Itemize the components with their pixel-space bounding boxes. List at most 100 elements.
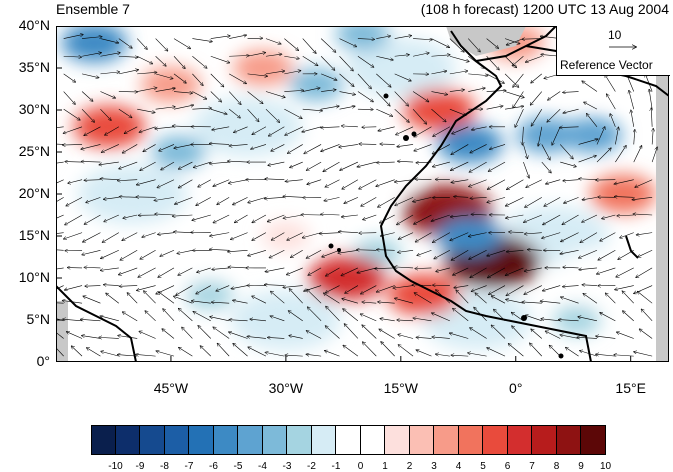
wind-vector bbox=[178, 308, 192, 320]
wind-vector bbox=[56, 127, 64, 129]
wind-vector bbox=[487, 348, 505, 356]
wind-vector bbox=[182, 327, 193, 338]
wind-vector bbox=[56, 249, 64, 250]
wind-vector bbox=[545, 331, 560, 338]
wind-vector bbox=[633, 214, 652, 215]
colorbar-label: -2 bbox=[300, 461, 324, 472]
wind-vector bbox=[71, 346, 82, 356]
wind-vector bbox=[530, 343, 542, 356]
wind-vector bbox=[563, 180, 579, 181]
missing-data-east bbox=[656, 26, 669, 362]
wind-vector bbox=[360, 314, 376, 321]
wind-vector bbox=[344, 324, 358, 339]
colorbar-label: 0 bbox=[349, 461, 373, 472]
colorbar-cell bbox=[238, 425, 263, 455]
wind-vector bbox=[617, 332, 634, 338]
wind-vector bbox=[343, 309, 358, 321]
wind-vector bbox=[306, 250, 321, 258]
wind-vector bbox=[174, 39, 190, 49]
wind-vector bbox=[340, 92, 356, 95]
colorbar-cell bbox=[483, 425, 508, 455]
wind-vector bbox=[101, 250, 119, 258]
colorbar-cell bbox=[336, 425, 361, 455]
wind-vector bbox=[468, 353, 487, 356]
wind-vector bbox=[248, 347, 266, 356]
wind-vector bbox=[119, 286, 137, 287]
anomaly-blob bbox=[185, 280, 233, 310]
wind-vector bbox=[123, 312, 138, 321]
wind-vector bbox=[162, 329, 174, 339]
wind-vector bbox=[65, 286, 82, 290]
wind-vector bbox=[414, 144, 431, 150]
wind-vector bbox=[634, 130, 635, 145]
y-tick-label: 30°N bbox=[2, 101, 50, 117]
wind-vector bbox=[506, 197, 524, 206]
wind-vector bbox=[82, 92, 93, 102]
wind-vector bbox=[290, 162, 303, 167]
wind-vector bbox=[198, 326, 211, 339]
wind-vector bbox=[515, 109, 523, 127]
wind-vector bbox=[211, 92, 222, 102]
wind-vector bbox=[531, 74, 542, 83]
wind-vector bbox=[283, 286, 303, 288]
wind-vector bbox=[172, 215, 192, 216]
wind-vector bbox=[376, 109, 392, 116]
wind-vector bbox=[339, 144, 358, 147]
colorbar-label: 10 bbox=[594, 461, 618, 472]
anomaly-blob bbox=[141, 67, 201, 103]
wind-vector bbox=[217, 343, 229, 356]
wind-vector bbox=[363, 342, 377, 356]
wind-vector bbox=[339, 232, 358, 233]
wind-vector bbox=[68, 180, 82, 184]
wind-vector bbox=[584, 102, 597, 109]
wind-vector bbox=[505, 106, 523, 109]
wind-vector bbox=[229, 35, 246, 39]
wind-vector bbox=[379, 329, 394, 338]
wind-vector bbox=[155, 127, 174, 129]
wind-vector bbox=[266, 92, 285, 98]
wind-vector bbox=[340, 106, 355, 109]
anomaly-blob bbox=[152, 136, 206, 169]
wind-vector bbox=[192, 39, 212, 42]
wind-vector bbox=[235, 215, 248, 223]
wind-vector bbox=[65, 215, 82, 225]
y-tick-label: 0° bbox=[2, 353, 50, 369]
wind-vector bbox=[63, 144, 82, 145]
colorbar-label: -1 bbox=[324, 461, 348, 472]
wind-vector bbox=[600, 313, 616, 321]
wind-vector bbox=[617, 215, 634, 216]
wind-vector bbox=[321, 214, 340, 215]
wind-vector bbox=[359, 144, 376, 145]
wind-vector bbox=[398, 233, 413, 240]
colorbar-cell bbox=[140, 425, 165, 455]
colorbar-label: -4 bbox=[251, 461, 275, 472]
wind-vector bbox=[639, 329, 652, 338]
wind-vector bbox=[523, 162, 529, 178]
colorbar-cell bbox=[459, 425, 484, 455]
colorbar-label: 6 bbox=[496, 461, 520, 472]
wind-vector bbox=[615, 146, 626, 162]
wind-vector bbox=[106, 293, 119, 303]
wind-vector bbox=[82, 74, 99, 78]
wind-vector bbox=[560, 335, 578, 339]
wind-vector bbox=[398, 334, 413, 338]
wind-vector bbox=[144, 291, 156, 303]
wind-vector bbox=[544, 197, 560, 206]
y-tick-label: 35°N bbox=[2, 59, 50, 75]
wind-vector bbox=[362, 302, 376, 303]
wind-vector bbox=[397, 144, 413, 146]
map-panel bbox=[56, 26, 669, 362]
map-canvas bbox=[56, 26, 669, 362]
colorbar-label: -5 bbox=[226, 461, 250, 472]
wind-vector bbox=[381, 342, 395, 356]
wind-vector bbox=[287, 268, 303, 275]
wind-vector bbox=[513, 74, 524, 87]
wind-vector bbox=[210, 233, 229, 236]
wind-vector bbox=[306, 354, 321, 356]
wind-vector bbox=[119, 70, 139, 74]
wind-vector bbox=[530, 92, 541, 105]
missing-data-sw bbox=[56, 301, 68, 362]
anomaly-blob bbox=[231, 290, 341, 350]
wind-vector bbox=[268, 162, 284, 165]
wind-vector bbox=[159, 292, 174, 303]
